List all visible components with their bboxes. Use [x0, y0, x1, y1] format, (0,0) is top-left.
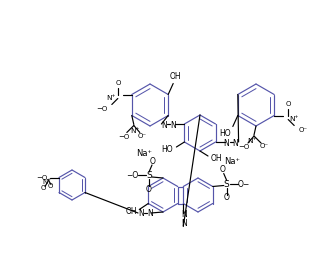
Text: N: N [147, 210, 153, 219]
Text: OH: OH [210, 154, 222, 162]
Text: N⁺: N⁺ [130, 127, 139, 133]
Text: N: N [224, 139, 230, 147]
Text: S: S [224, 180, 230, 189]
Text: O⁻: O⁻ [137, 133, 147, 139]
Text: O⁻: O⁻ [298, 126, 307, 133]
Text: −O: −O [36, 175, 48, 181]
Text: O−: O− [238, 180, 250, 189]
Text: O: O [146, 184, 152, 193]
Text: N: N [233, 139, 239, 147]
Text: O: O [40, 185, 46, 191]
Text: O⁻: O⁻ [260, 143, 269, 149]
Text: −O: −O [118, 133, 129, 140]
Text: −O: −O [97, 105, 108, 112]
Text: −O: −O [126, 171, 138, 181]
Text: O: O [224, 193, 230, 202]
Text: O: O [115, 80, 120, 85]
Text: OH: OH [126, 207, 137, 216]
Text: N: N [162, 120, 167, 130]
Text: HO: HO [219, 129, 231, 138]
Text: HO: HO [162, 145, 173, 154]
Text: N: N [181, 210, 187, 219]
Text: O: O [220, 165, 226, 174]
Text: Na⁺: Na⁺ [136, 148, 152, 157]
Text: Na⁺: Na⁺ [224, 157, 240, 166]
Text: O: O [47, 183, 53, 189]
Text: O: O [150, 156, 156, 166]
Text: N⁺: N⁺ [43, 179, 52, 185]
Text: −O: −O [238, 144, 250, 150]
Text: N⁺: N⁺ [247, 138, 257, 144]
Text: N⁺: N⁺ [289, 116, 299, 121]
Text: S: S [146, 171, 152, 181]
Text: N: N [181, 219, 187, 228]
Text: O: O [286, 100, 291, 106]
Text: OH: OH [169, 72, 181, 81]
Text: N⁺: N⁺ [106, 95, 116, 100]
Text: N: N [138, 210, 144, 219]
Text: N: N [171, 120, 176, 130]
